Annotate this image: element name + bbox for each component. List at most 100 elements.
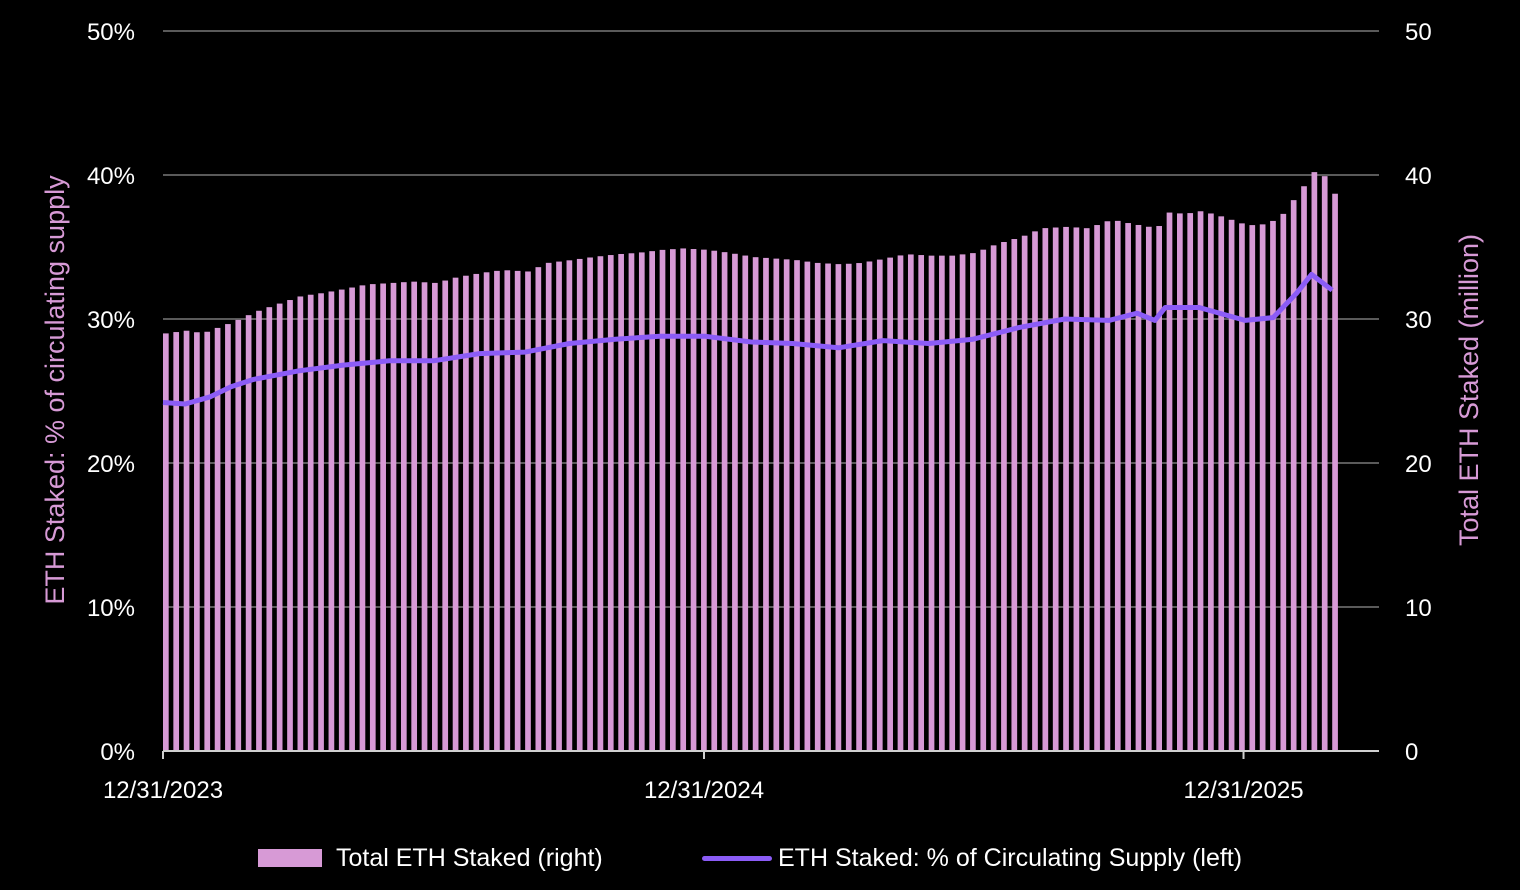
bar bbox=[1280, 213, 1287, 751]
bar bbox=[183, 330, 190, 751]
left-tick-label: 50% bbox=[87, 19, 135, 46]
bar bbox=[235, 319, 242, 751]
bar bbox=[1032, 231, 1038, 751]
bar bbox=[680, 248, 687, 751]
bar bbox=[1332, 193, 1338, 752]
left-tick-label: 40% bbox=[87, 163, 135, 190]
bar bbox=[545, 262, 552, 751]
bar bbox=[1135, 224, 1142, 752]
bar bbox=[1125, 223, 1131, 751]
bar bbox=[266, 307, 273, 751]
left-tick-label: 10% bbox=[87, 595, 135, 622]
bar bbox=[297, 296, 304, 751]
bar bbox=[835, 264, 842, 751]
bar bbox=[649, 251, 655, 751]
bar bbox=[411, 281, 418, 751]
bar bbox=[494, 270, 500, 751]
bar bbox=[566, 260, 573, 751]
bar bbox=[752, 257, 759, 751]
bar bbox=[535, 267, 542, 751]
right-tick-label: 40 bbox=[1405, 163, 1432, 190]
bar bbox=[690, 249, 697, 751]
bar bbox=[887, 257, 893, 751]
bar bbox=[670, 249, 676, 751]
bar bbox=[845, 263, 852, 751]
bar bbox=[576, 258, 583, 751]
bar bbox=[163, 333, 169, 751]
left-tick-label: 30% bbox=[87, 307, 135, 334]
bar bbox=[380, 283, 386, 751]
bar bbox=[970, 253, 976, 751]
bar bbox=[1177, 213, 1183, 751]
bar bbox=[1197, 211, 1204, 751]
bar bbox=[1001, 242, 1007, 751]
bar bbox=[245, 315, 252, 751]
bar bbox=[990, 245, 997, 751]
bar bbox=[742, 255, 749, 751]
legend-swatch-line bbox=[702, 855, 772, 861]
bar bbox=[1104, 221, 1111, 751]
bar bbox=[504, 270, 511, 751]
bar bbox=[349, 287, 355, 751]
bar bbox=[1021, 235, 1028, 751]
bar bbox=[442, 280, 449, 751]
bar bbox=[483, 272, 490, 751]
bar bbox=[1063, 226, 1069, 752]
bar bbox=[711, 250, 718, 751]
bar bbox=[338, 289, 345, 751]
bar bbox=[307, 294, 314, 751]
bar bbox=[980, 249, 987, 751]
bar bbox=[328, 291, 335, 751]
bar bbox=[897, 255, 904, 752]
bar bbox=[959, 254, 966, 751]
bar bbox=[1290, 200, 1297, 752]
left-axis-tick-labels: 0% 10% 20% 30% 40% 50% bbox=[87, 19, 135, 766]
bar bbox=[400, 282, 407, 751]
left-tick-label: 20% bbox=[87, 451, 135, 478]
bar bbox=[256, 310, 262, 751]
bar bbox=[1239, 223, 1245, 751]
bar bbox=[525, 271, 531, 751]
bar bbox=[452, 277, 459, 751]
legend-swatch-bar bbox=[258, 849, 322, 867]
bar bbox=[949, 255, 956, 751]
right-axis-tick-labels: 0 10 20 30 40 50 bbox=[1405, 19, 1432, 766]
bar bbox=[390, 282, 397, 751]
bar bbox=[1249, 225, 1256, 751]
bar bbox=[1011, 239, 1018, 751]
gridlines bbox=[163, 30, 1379, 608]
x-axis-tick-labels: 12/31/2023 12/31/2024 12/31/2025 bbox=[103, 777, 1304, 804]
bar bbox=[1114, 220, 1121, 752]
legend-label: ETH Staked: % of Circulating Supply (lef… bbox=[778, 843, 1243, 872]
bar bbox=[814, 262, 821, 751]
bar bbox=[856, 263, 862, 751]
bar bbox=[866, 261, 873, 751]
bar bbox=[1052, 227, 1059, 752]
right-axis-title: Total ETH Staked (million) bbox=[1454, 234, 1484, 546]
bar bbox=[928, 255, 935, 751]
x-tick-label: 12/31/2025 bbox=[1183, 777, 1303, 804]
bar bbox=[225, 324, 231, 751]
bar bbox=[1083, 228, 1090, 752]
bar bbox=[287, 300, 293, 751]
legend: Total ETH Staked (right) ETH Staked: % o… bbox=[0, 838, 1520, 878]
bar bbox=[1166, 212, 1173, 751]
bar bbox=[1187, 213, 1194, 751]
bar bbox=[618, 253, 624, 751]
bar bbox=[463, 275, 469, 751]
bar bbox=[173, 332, 180, 751]
bar bbox=[638, 252, 645, 751]
left-tick-label: 0% bbox=[100, 739, 135, 766]
bar bbox=[721, 252, 728, 751]
right-tick-label: 50 bbox=[1405, 19, 1432, 46]
right-tick-label: 10 bbox=[1405, 595, 1432, 622]
bar bbox=[732, 253, 738, 751]
line-series-pct-circulating-supply bbox=[162, 271, 1334, 407]
bar-series-total-eth-staked bbox=[163, 172, 1338, 752]
bar bbox=[659, 249, 666, 751]
bar bbox=[276, 303, 283, 751]
bar bbox=[794, 260, 800, 751]
bar bbox=[907, 254, 914, 752]
right-tick-label: 0 bbox=[1405, 739, 1418, 766]
